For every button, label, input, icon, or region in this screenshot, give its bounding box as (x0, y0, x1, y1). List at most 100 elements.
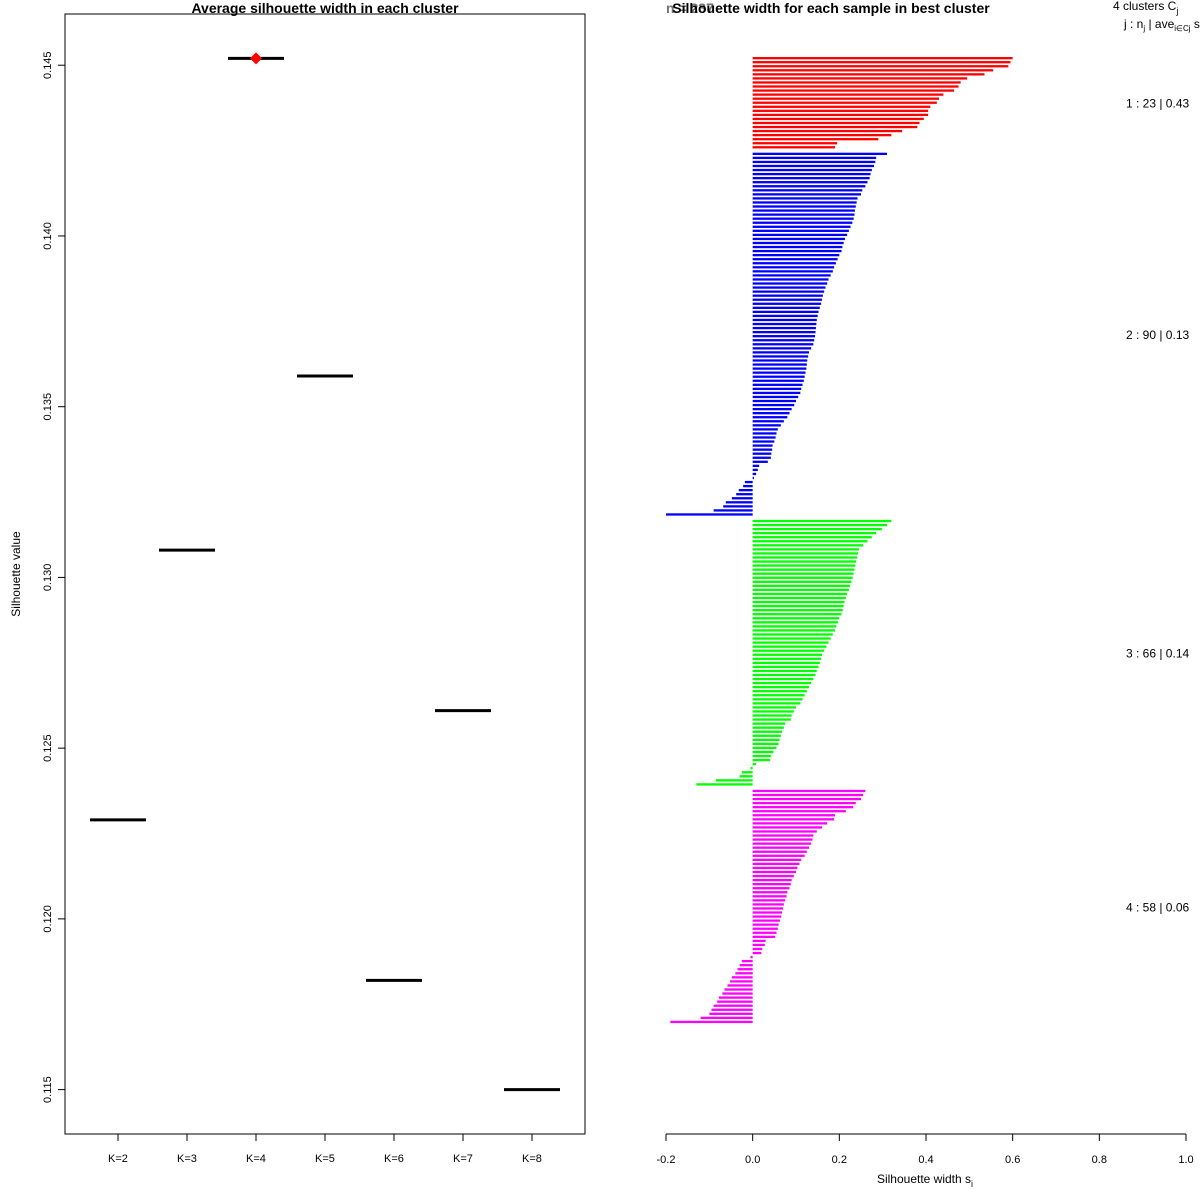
silhouette-bar-c2-37 (752, 298, 822, 301)
silhouette-bar-c2-51 (752, 355, 809, 358)
silhouette-bar-c2-71 (752, 436, 776, 439)
silhouette-bar-c3-28 (752, 629, 835, 632)
silhouette-bar-c3-18 (752, 588, 849, 592)
silhouette-bar-c2-85 (736, 493, 753, 496)
silhouette-bar-c3-41 (752, 681, 812, 685)
left-y-tick-label-4: 0.135 (42, 393, 54, 421)
silhouette-bar-c2-66 (752, 416, 788, 419)
silhouette-bar-c3-31 (752, 641, 829, 644)
legend-header-columns-sub2: i∈Cj (1174, 24, 1191, 33)
silhouette-bar-c2-72 (752, 440, 775, 443)
silhouette-bar-c3-2 (752, 523, 887, 527)
silhouette-bar-c2-68 (752, 424, 781, 427)
silhouette-bar-c2-63 (752, 403, 795, 407)
silhouette-bar-c2-29 (752, 266, 835, 269)
legend-header-clusters: 4 clusters Cj (1113, 0, 1178, 16)
silhouette-bar-c3-27 (752, 625, 837, 628)
silhouette-bar-c2-21 (752, 233, 848, 237)
silhouette-bar-c4-44 (739, 964, 753, 967)
silhouette-bar-c4-57 (700, 1016, 753, 1020)
silhouette-bar-c3-14 (752, 572, 854, 575)
silhouette-bar-c4-32 (752, 915, 782, 918)
right-x-tick-label-3: 0.4 (918, 1154, 933, 1166)
silhouette-bar-c2-19 (752, 225, 851, 228)
silhouette-bar-c3-20 (752, 596, 846, 600)
silhouette-bar-c2-57 (752, 379, 804, 382)
silhouette-bar-c3-21 (752, 600, 845, 604)
silhouette-bar-c2-8 (752, 181, 868, 184)
silhouette-bar-c2-87 (725, 501, 753, 504)
silhouette-bar-c1-14 (752, 109, 929, 112)
silhouette-bar-c3-19 (752, 592, 848, 596)
silhouette-bar-c3-53 (752, 730, 783, 733)
silhouette-bar-c4-38 (752, 939, 766, 943)
silhouette-bar-c4-43 (741, 959, 753, 963)
silhouette-bar-c2-47 (752, 339, 815, 342)
legend-header-columns-rest: | ave (1145, 17, 1174, 31)
silhouette-bar-c2-10 (752, 189, 863, 192)
silhouette-bar-c4-36 (752, 931, 777, 934)
silhouette-bar-c2-50 (752, 351, 809, 354)
silhouette-bar-c3-47 (752, 706, 796, 709)
silhouette-bar-c2-55 (752, 371, 806, 374)
silhouette-bar-c3-37 (752, 665, 819, 669)
silhouette-bar-c4-19 (752, 862, 800, 866)
cluster-label-4: 4 : 58 | 0.06 (1126, 900, 1189, 914)
silhouette-bar-c4-58 (670, 1020, 753, 1024)
silhouette-bar-c4-22 (752, 874, 794, 878)
silhouette-bar-c2-42 (752, 318, 817, 322)
silhouette-bar-c2-73 (752, 444, 773, 447)
right-x-tick-label-5: 0.8 (1092, 1154, 1107, 1166)
silhouette-bar-c2-30 (752, 270, 833, 273)
left-x-tick-label-5: K=7 (453, 1153, 473, 1165)
silhouette-bar-c3-22 (752, 604, 844, 608)
right-x-axis-label-sub: i (971, 1179, 973, 1189)
silhouette-bar-c2-3 (752, 160, 876, 164)
silhouette-bar-c1-22 (752, 142, 838, 145)
silhouette-bar-c4-35 (752, 927, 778, 930)
silhouette-bar-c3-5 (752, 536, 872, 539)
silhouette-bar-c2-20 (752, 229, 849, 232)
silhouette-bar-c4-31 (752, 911, 783, 914)
silhouette-bar-c3-8 (752, 548, 859, 551)
silhouette-bar-c2-59 (752, 387, 802, 391)
silhouette-bar-c4-56 (709, 1012, 753, 1015)
silhouette-bar-c2-82 (744, 480, 753, 484)
silhouette-bar-c2-45 (752, 330, 816, 334)
left-x-tick-label-2: K=4 (246, 1153, 266, 1165)
silhouette-bar-c1-21 (752, 138, 879, 141)
silhouette-bar-c2-25 (752, 249, 842, 253)
silhouette-bar-c2-62 (752, 399, 796, 403)
silhouette-bar-c2-56 (752, 375, 805, 378)
silhouette-bar-c4-6 (752, 810, 846, 813)
silhouette-bar-c3-3 (752, 527, 882, 531)
silhouette-bar-c1-20 (752, 133, 892, 137)
silhouette-bar-c3-36 (752, 661, 820, 664)
silhouette-bar-c1-12 (752, 101, 937, 104)
left-y-tick-label-1: 0.120 (42, 905, 54, 933)
silhouette-bar-c4-40 (752, 947, 763, 951)
silhouette-bar-c3-38 (752, 669, 817, 673)
left-y-axis-label: Silhouette value (9, 531, 23, 617)
silhouette-bar-c3-4 (752, 532, 877, 535)
silhouette-bar-c4-25 (752, 887, 790, 890)
silhouette-bar-c4-34 (752, 923, 779, 926)
left-y-tick-label-2: 0.125 (42, 734, 54, 762)
silhouette-bar-c1-8 (752, 85, 959, 88)
right-x-ticks: -0.2 0.0 0.2 0.4 0.6 0.8 1.0 (657, 1134, 1194, 1166)
silhouette-bar-c4-1 (752, 789, 866, 793)
silhouette-bar-c2-86 (731, 497, 753, 500)
left-marks (90, 52, 560, 1092)
silhouette-bar-c3-15 (752, 576, 853, 579)
silhouette-bar-c3-66 (696, 783, 753, 786)
silhouette-bar-c4-51 (722, 992, 753, 995)
silhouette-bar-c4-3 (752, 797, 861, 801)
silhouette-bar-c2-49 (752, 347, 812, 350)
silhouette-bar-c3-40 (752, 677, 814, 681)
silhouette-bar-c4-30 (752, 907, 783, 910)
silhouette-bar-c2-12 (752, 197, 858, 200)
left-y-tick-label-3: 0.130 (42, 564, 54, 592)
silhouette-bar-c3-48 (752, 710, 794, 713)
silhouette-bar-c4-23 (752, 878, 792, 882)
